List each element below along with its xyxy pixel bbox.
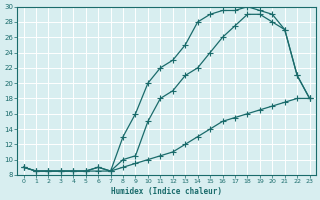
X-axis label: Humidex (Indice chaleur): Humidex (Indice chaleur) — [111, 187, 222, 196]
